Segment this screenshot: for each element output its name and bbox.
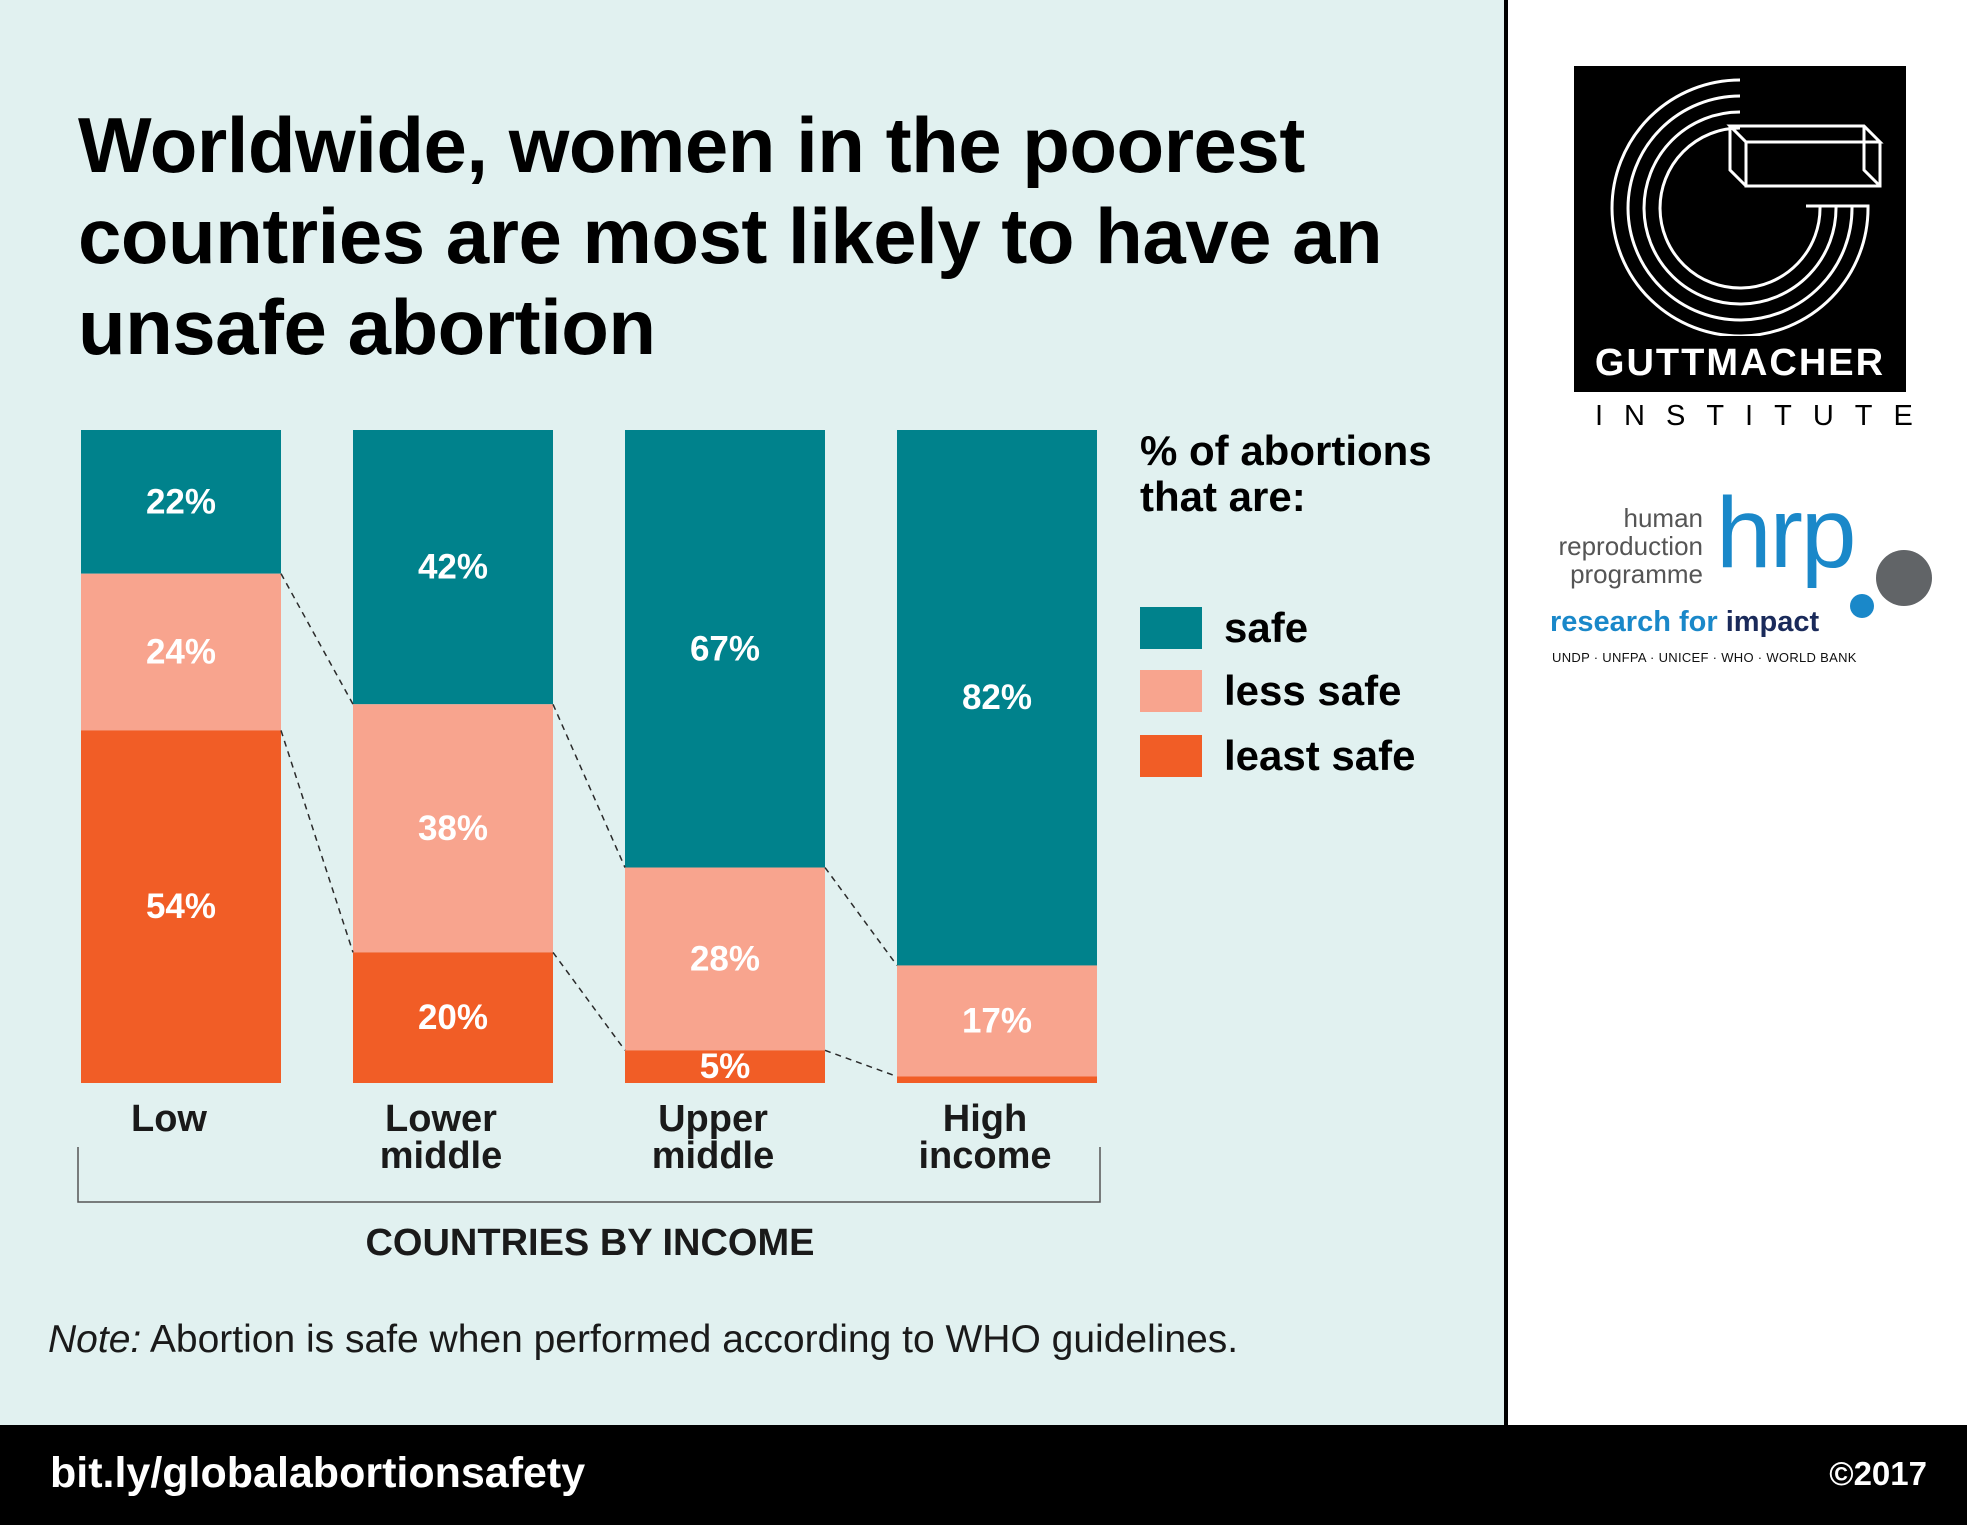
data-label: 82%: [962, 678, 1032, 717]
category-label: Lower: [385, 1098, 497, 1140]
category-label: Upper: [658, 1098, 768, 1140]
bar-safe-3: [897, 430, 1097, 966]
data-label: 24%: [146, 633, 216, 672]
legend-label-safe: safe: [1224, 604, 1309, 651]
data-label: 67%: [690, 629, 760, 668]
hrp-full-name: human reproduction programme: [1558, 504, 1703, 588]
guttmacher-logo-box: GUTTMACHER: [1574, 66, 1906, 392]
legend-label-less-safe: less safe: [1224, 667, 1402, 714]
footer-link[interactable]: bit.ly/globalabortionsafety: [50, 1449, 586, 1497]
legend-item-least-safe: least safe: [1140, 732, 1416, 779]
footnote-text: Abortion is safe when performed accordin…: [141, 1318, 1239, 1361]
guttmacher-g-mark-icon: [1610, 78, 1884, 338]
hrp-grey-dot-icon: [1876, 550, 1932, 606]
hrp-word-3: programme: [1570, 559, 1703, 589]
guttmacher-logo: GUTTMACHER INSTITUTE: [1574, 66, 1934, 432]
bar-safe-2: [625, 430, 825, 868]
legend-item-less-safe: less safe: [1140, 667, 1402, 714]
hrp-tagline-a: research for: [1550, 606, 1718, 638]
hrp-tagline: research for impact: [1550, 606, 1819, 639]
bar-least-safe-1: [353, 952, 553, 1083]
hrp-word-1: human: [1623, 503, 1704, 533]
bar-less-safe-2: [625, 867, 825, 1051]
category-label: middle: [652, 1135, 774, 1177]
hrp-partners: UNDP · UNFPA · UNICEF · WHO · WORLD BANK: [1552, 650, 1857, 665]
category-label: middle: [380, 1135, 502, 1177]
legend-swatch-less-safe: [1140, 670, 1202, 712]
connector-line: [552, 951, 626, 1051]
legend-swatch-least-safe: [1140, 735, 1202, 777]
bar-safe-1: [353, 430, 553, 705]
footer-bar: bit.ly/globalabortionsafety ©2017: [0, 1425, 1967, 1525]
stacked-bar-chart: 22%24%54%Low42%38%20%Lowermiddle67%28%5%…: [77, 430, 1101, 1203]
bar-less-safe-1: [353, 704, 553, 953]
hrp-tagline-b: impact: [1717, 606, 1820, 638]
connector-line: [552, 703, 626, 868]
hrp-word-2: reproduction: [1558, 531, 1703, 561]
bar-least-safe-0: [81, 730, 281, 1083]
connector-line: [824, 867, 898, 966]
bar-less-safe-0: [81, 573, 281, 731]
footnote: Note: Abortion is safe when performed ac…: [48, 1318, 1238, 1362]
connector-line: [280, 573, 354, 705]
data-label: 54%: [146, 887, 216, 926]
data-label: 28%: [690, 939, 760, 978]
legend-swatch-safe: [1140, 607, 1202, 649]
legend-title: % of abortions that are:: [1140, 427, 1432, 520]
data-label: 22%: [146, 482, 216, 521]
bar-less-safe-3: [897, 965, 1097, 1077]
category-label: High: [943, 1098, 1027, 1140]
category-label: income: [918, 1135, 1051, 1177]
hrp-blue-dot-icon: [1850, 594, 1874, 618]
category-label: Low: [131, 1098, 207, 1140]
x-axis-title: COUNTRIES BY INCOME: [365, 1222, 815, 1264]
hrp-logo: human reproduction programme hrp researc…: [1548, 478, 1948, 667]
footnote-prefix: Note:: [48, 1318, 142, 1361]
chart-title: Worldwide, women in the poorest countrie…: [78, 101, 1383, 371]
bar-least-safe-2: [625, 1050, 825, 1083]
guttmacher-name: GUTTMACHER: [1594, 342, 1886, 384]
data-label: 17%: [962, 1001, 1032, 1040]
copyright: ©2017: [1829, 1455, 1927, 1492]
legend-item-safe: safe: [1140, 604, 1309, 651]
data-label: 42%: [418, 548, 488, 587]
connector-line: [280, 730, 354, 953]
category-bracket: [77, 1147, 1101, 1203]
bar-least-safe-3: [897, 1076, 1097, 1083]
bar-safe-0: [81, 430, 281, 574]
guttmacher-subtitle: INSTITUTE: [1595, 400, 1934, 432]
data-label: 20%: [418, 998, 488, 1037]
legend-label-least-safe: least safe: [1224, 732, 1416, 779]
connector-line: [824, 1049, 898, 1078]
data-label: 5%: [700, 1047, 751, 1086]
data-label: 38%: [418, 809, 488, 848]
panel-divider: [1504, 0, 1508, 1425]
hrp-acronym: hrp: [1716, 477, 1857, 589]
